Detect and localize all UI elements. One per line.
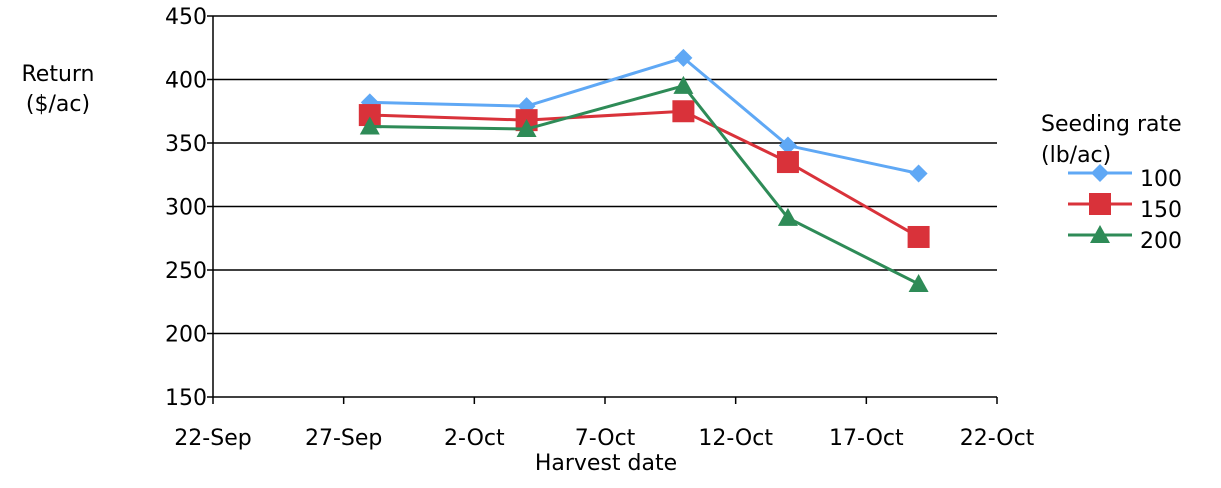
x-tick-label: 17-Oct [829, 426, 904, 451]
data-point [516, 119, 537, 138]
y-tick-label: 400 [165, 69, 207, 94]
data-point [778, 136, 797, 155]
series-line-200 [369, 84, 920, 286]
data-point [359, 116, 380, 135]
legend: Seeding rate (lb/ac) 100 150 200 [1041, 112, 1182, 254]
x-tick-label: 12-Oct [698, 426, 773, 451]
legend-title-line-2: (lb/ac) [1041, 143, 1111, 168]
y-tick-label: 300 [165, 196, 207, 221]
y-tick-label: 200 [165, 323, 207, 348]
x-tick-label: 7-Oct [575, 426, 636, 451]
y-axis-title-line-1: Return [21, 62, 94, 87]
data-point [776, 151, 799, 174]
y-tick-label: 150 [165, 386, 207, 411]
legend-label: 100 [1140, 167, 1182, 192]
data-point [777, 207, 798, 226]
series-150 [358, 100, 930, 248]
y-axis-title-line-2: ($/ac) [26, 92, 90, 117]
data-point [907, 225, 930, 248]
legend-label: 200 [1140, 229, 1182, 254]
data-point [908, 273, 929, 292]
series-line-150 [369, 109, 920, 239]
data-point [673, 75, 694, 94]
x-tick-label: 27-Sep [305, 426, 382, 451]
series-layer [358, 48, 930, 292]
legend-marker [1089, 193, 1111, 215]
legend-marker [1090, 225, 1110, 243]
x-tick-label: 2-Oct [444, 426, 505, 451]
data-point [909, 164, 928, 183]
legend-entries: 100 150 200 [1068, 164, 1182, 254]
y-tick-label: 450 [165, 5, 207, 30]
series-line-100 [369, 56, 919, 175]
x-tick-label: 22-Oct [960, 426, 1035, 451]
x-axis-title: Harvest date [535, 451, 677, 476]
y-axis-ticks: 150 200 250 300 350 400 450 [165, 5, 213, 411]
legend-marker [1091, 164, 1109, 182]
data-point [674, 48, 693, 67]
legend-entry-100: 100 [1068, 164, 1182, 192]
x-axis-ticks: 22-Sep 27-Sep 2-Oct 7-Oct 12-Oct 17-Oct 22-Oct [174, 397, 1035, 451]
y-tick-label: 250 [165, 259, 207, 284]
legend-title-line-1: Seeding rate [1041, 112, 1182, 137]
series-100 [360, 48, 928, 183]
legend-entry-150: 150 [1068, 193, 1182, 223]
data-point [358, 104, 381, 127]
legend-entry-200: 200 [1068, 225, 1182, 254]
x-tick-label: 22-Sep [174, 426, 251, 451]
gridlines [213, 15, 997, 335]
series-200 [359, 75, 929, 292]
y-tick-label: 350 [165, 132, 207, 157]
data-point [672, 100, 695, 123]
legend-label: 150 [1140, 198, 1182, 223]
